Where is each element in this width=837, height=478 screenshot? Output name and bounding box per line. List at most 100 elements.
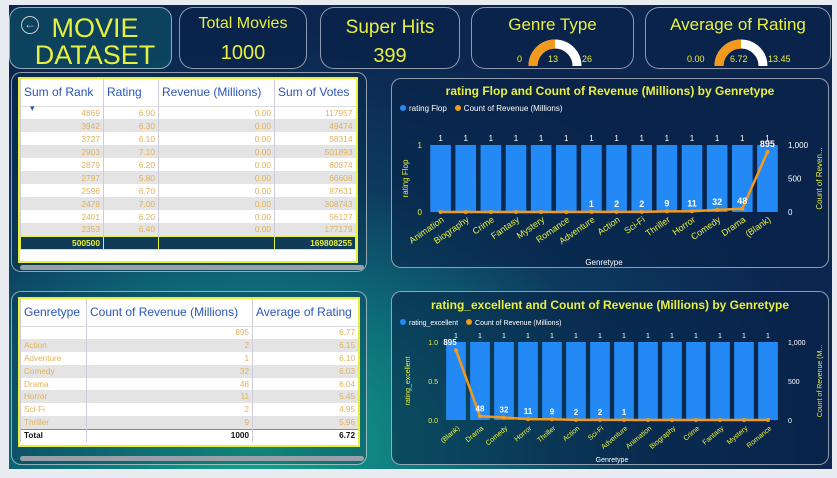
line-point: [639, 209, 644, 214]
column-header[interactable]: Revenue (Millions): [158, 79, 275, 107]
table-cell: 6.20: [103, 210, 159, 223]
kpi-label: Genre Type: [508, 15, 597, 34]
table-row: 2879 6.20 0.00 60874: [20, 158, 356, 171]
bar[interactable]: [566, 342, 586, 420]
y-tick-label: 1: [418, 141, 423, 150]
bar[interactable]: [581, 145, 602, 212]
total-row: 500500 169808255: [20, 235, 356, 250]
bar-data-label: 1: [489, 134, 494, 143]
table-cell: 308743: [274, 197, 356, 210]
line-data-label: 9: [664, 198, 669, 208]
bar[interactable]: [686, 342, 706, 420]
bar[interactable]: [480, 145, 502, 212]
bar[interactable]: [494, 342, 514, 420]
bar[interactable]: [542, 342, 562, 420]
title-card: ← MOVIE DATASET: [9, 7, 172, 69]
line-point: [622, 417, 626, 422]
table1-scrollbar[interactable]: [20, 265, 364, 270]
y-axis-label: rating_excellent: [405, 356, 412, 405]
column-header[interactable]: Count of Revenue (Millions): [86, 299, 253, 327]
sort-desc-icon[interactable]: ▾: [30, 103, 35, 113]
table-row: 4869 6.90 0.00 117957: [20, 106, 356, 119]
y2-axis-label: Count of Reven...: [815, 147, 824, 209]
line-data-label: 2: [574, 408, 579, 417]
chart1-legend: rating Flop Count of Revenue (Millions): [400, 104, 563, 113]
x-tick-label: Horror: [514, 425, 534, 444]
bar-data-label: 1: [694, 333, 698, 340]
column-header[interactable]: Average of Rating: [252, 299, 358, 327]
column-header[interactable]: Sum of Rank: [20, 79, 104, 107]
bar[interactable]: [656, 145, 678, 212]
table-cell: Thriller: [20, 416, 87, 430]
legend-item: rating Flop: [409, 104, 447, 113]
line-data-label: 32: [500, 406, 509, 415]
bar[interactable]: [505, 145, 527, 212]
bar[interactable]: [681, 145, 703, 212]
bar-data-label: 1: [765, 134, 770, 143]
chart1-plot: rating Flop Count of Reven... Genretype 0 1 0…: [401, 134, 824, 267]
kpi-average-rating: Average of Rating 0.00 6.72 13.45: [645, 7, 831, 69]
line-data-label: 2: [598, 408, 603, 417]
column-header[interactable]: Genretype: [20, 299, 87, 327]
x-tick-label: Crime: [682, 425, 701, 442]
line-point: [740, 206, 745, 211]
gauge-max: 13.45: [768, 54, 791, 64]
bar-data-label: 1: [740, 134, 745, 143]
bar[interactable]: [758, 342, 778, 420]
back-arrow-icon[interactable]: ←: [21, 16, 39, 34]
y2-tick-label: 0: [788, 208, 793, 217]
chart2-legend: rating_excellent Count of Revenue (Milli…: [400, 319, 561, 327]
bar-data-label: 1: [502, 333, 506, 340]
table-cell: 11: [86, 390, 253, 404]
bar-data-label: 1: [478, 333, 482, 340]
table-cell: 3727: [20, 132, 104, 145]
bar[interactable]: [614, 342, 634, 420]
bar[interactable]: [455, 145, 477, 212]
line-point: [526, 417, 530, 422]
bar-data-label: 1: [670, 333, 674, 340]
bar[interactable]: [518, 342, 538, 420]
table-cell: 0.00: [158, 145, 275, 158]
table-cell: 177179: [274, 223, 356, 236]
table2-container: Genretype Count of Revenue (Millions) Aver…: [18, 297, 360, 447]
table2: Genretype Count of Revenue (Millions) Aver…: [20, 299, 358, 443]
table-cell: 4.95: [252, 403, 358, 417]
bar[interactable]: [606, 145, 627, 212]
bar[interactable]: [555, 145, 577, 212]
total-cell: 169808255: [274, 235, 356, 250]
bar[interactable]: [590, 342, 610, 420]
x-tick-label: Comedy: [485, 425, 510, 447]
total-cell: [158, 235, 275, 250]
table-cell: 2353: [20, 223, 104, 236]
line-data-label: 895: [760, 139, 775, 149]
line-point: [664, 209, 669, 214]
bar[interactable]: [631, 145, 653, 212]
bar[interactable]: [530, 145, 552, 212]
table-cell: 4869: [20, 106, 104, 119]
table2-scrollbar[interactable]: [20, 456, 364, 461]
table-row: Horror 11 5.45: [20, 390, 358, 404]
bar[interactable]: [734, 342, 754, 420]
column-header[interactable]: Rating: [103, 79, 159, 107]
table-cell: 5.80: [103, 171, 159, 184]
bar-data-label: 1: [614, 134, 619, 143]
bar[interactable]: [662, 342, 682, 420]
table-cell: 117957: [274, 106, 356, 119]
line-point: [564, 210, 569, 214]
bar[interactable]: [638, 342, 658, 420]
bar-data-label: 1: [665, 134, 670, 143]
bar-data-label: 1: [550, 333, 554, 340]
table-row: 2596 6.70 0.00 87631: [20, 184, 356, 197]
table-cell: 1: [86, 351, 253, 365]
table-row: 2797 5.80 0.00 66608: [20, 171, 356, 184]
total-row: Total 1000 6.72: [20, 428, 358, 443]
column-header[interactable]: Sum of Votes: [274, 79, 356, 107]
bar[interactable]: [430, 145, 451, 212]
line-data-label: 11: [687, 198, 697, 208]
bar[interactable]: [706, 145, 728, 212]
bar[interactable]: [710, 342, 730, 420]
table-cell: 0.00: [158, 132, 275, 145]
kpi-label: Total Movies: [198, 15, 288, 32]
line-data-label: 2: [614, 199, 619, 209]
table-cell: 2596: [20, 184, 104, 197]
